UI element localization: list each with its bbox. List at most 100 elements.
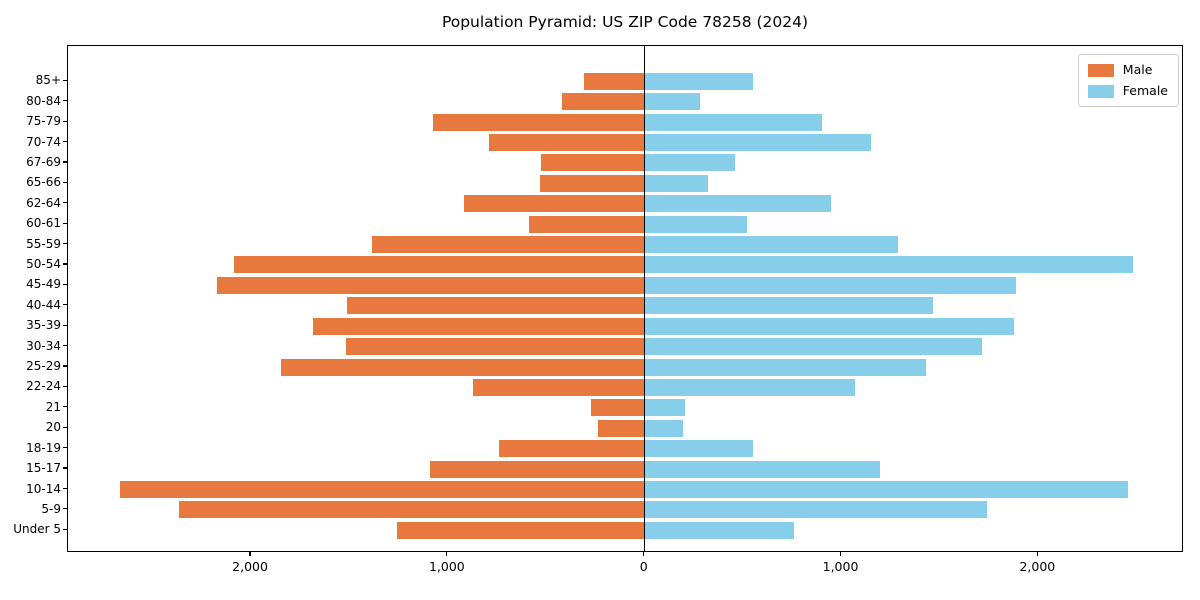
bar-male-85+ <box>583 72 644 90</box>
bar-male-30-34 <box>346 338 644 356</box>
zero-axis-line <box>643 46 645 551</box>
y-tick-label: 45-49 <box>26 277 61 292</box>
y-tick-label: Under 5 <box>13 522 61 537</box>
legend-label-female: Female <box>1122 83 1168 98</box>
legend: Male Female <box>1077 54 1179 107</box>
y-tick-mark <box>63 406 67 408</box>
y-tick-label: 50-54 <box>26 256 61 271</box>
x-tick-label: 1,000 <box>428 559 465 574</box>
y-tick-label: 67-69 <box>26 154 61 169</box>
y-tick-mark <box>63 487 67 490</box>
bar-male-15-17 <box>429 460 644 478</box>
male-color-swatch-icon <box>1087 63 1114 77</box>
y-tick-label: 20 <box>45 420 61 435</box>
bar-male-67-69 <box>541 154 644 172</box>
y-tick-mark <box>63 263 67 265</box>
bar-female-18-19 <box>643 440 753 458</box>
bar-female-5-9 <box>643 501 987 519</box>
bar-female-55-59 <box>643 236 899 254</box>
bar-male-5-9 <box>179 501 644 519</box>
y-tick-mark <box>63 426 67 428</box>
y-tick-label: 65-66 <box>26 175 61 190</box>
chart-title: Population Pyramid: US ZIP Code 78258 (2… <box>441 13 809 31</box>
x-tick-mark <box>249 552 251 556</box>
bar-female-Under 5 <box>643 521 794 539</box>
y-tick-label: 10-14 <box>26 481 61 496</box>
bar-female-67-69 <box>643 154 736 172</box>
x-tick-label: 2,000 <box>1019 559 1056 574</box>
bar-female-50-54 <box>643 256 1133 274</box>
bar-female-65-66 <box>643 174 709 192</box>
bar-female-30-34 <box>643 338 982 356</box>
x-tick-mark <box>643 552 645 556</box>
y-tick-mark <box>63 283 67 285</box>
bar-female-60-61 <box>643 215 747 233</box>
x-tick-label: 2,000 <box>232 559 268 574</box>
y-tick-mark <box>63 447 67 449</box>
bar-male-35-39 <box>312 317 644 335</box>
bar-male-75-79 <box>433 113 644 131</box>
legend-item-male: Male <box>1087 62 1168 77</box>
x-tick-label: 0 <box>639 559 648 574</box>
y-tick-mark <box>63 385 67 388</box>
y-tick-label: 62-64 <box>26 195 61 210</box>
bar-male-25-29 <box>281 358 644 376</box>
bar-female-20 <box>643 419 683 437</box>
bar-female-85+ <box>643 72 753 90</box>
y-tick-label: 80-84 <box>26 93 61 108</box>
bar-male-20 <box>598 419 644 437</box>
x-tick-label: 1,000 <box>822 559 859 574</box>
y-tick-mark <box>63 304 67 306</box>
y-tick-label: 55-59 <box>26 236 61 251</box>
y-tick-mark <box>63 324 67 326</box>
bar-female-35-39 <box>643 317 1014 335</box>
y-tick-label: 22-24 <box>26 379 61 394</box>
bar-female-22-24 <box>643 378 855 396</box>
female-color-swatch-icon <box>1087 84 1114 98</box>
bar-female-45-49 <box>643 276 1016 294</box>
legend-label-male: Male <box>1122 62 1153 77</box>
bar-male-62-64 <box>463 195 644 213</box>
bar-male-70-74 <box>489 134 644 152</box>
bar-female-80-84 <box>643 93 700 111</box>
y-tick-mark <box>63 467 67 469</box>
y-tick-mark <box>63 202 67 204</box>
bar-female-25-29 <box>643 358 926 376</box>
y-tick-mark <box>63 365 67 367</box>
bar-male-50-54 <box>234 256 644 274</box>
y-tick-mark <box>63 120 67 122</box>
bar-female-62-64 <box>643 195 832 213</box>
bar-female-70-74 <box>643 134 871 152</box>
y-tick-label: 35-39 <box>26 318 61 333</box>
y-tick-label: 60-61 <box>26 216 61 231</box>
bar-female-21 <box>643 399 685 417</box>
bar-male-60-61 <box>528 215 644 233</box>
y-tick-mark <box>63 161 67 163</box>
y-tick-mark <box>63 242 67 245</box>
y-tick-label: 40-44 <box>26 297 61 312</box>
y-tick-label: 15-17 <box>26 461 61 476</box>
bar-male-22-24 <box>472 378 644 396</box>
y-tick-label: 5-9 <box>41 501 61 516</box>
y-tick-label: 85+ <box>35 73 61 88</box>
bar-male-Under 5 <box>397 521 644 539</box>
plot-area: Male Female <box>67 45 1183 552</box>
y-tick-mark <box>63 79 67 81</box>
bar-male-18-19 <box>499 440 644 458</box>
y-tick-label: 25-29 <box>26 359 61 374</box>
y-tick-label: 30-34 <box>26 338 61 353</box>
bar-male-80-84 <box>562 93 644 111</box>
y-tick-mark <box>63 100 67 102</box>
x-tick-mark <box>839 552 842 556</box>
y-tick-label: 70-74 <box>26 134 61 149</box>
y-tick-mark <box>63 181 67 183</box>
y-tick-mark <box>63 222 67 224</box>
y-tick-label: 75-79 <box>26 114 61 129</box>
x-tick-mark <box>1036 552 1038 556</box>
bar-male-45-49 <box>217 276 644 294</box>
bar-female-10-14 <box>643 481 1128 498</box>
x-tick-mark <box>446 552 448 556</box>
legend-item-female: Female <box>1087 83 1168 98</box>
bar-female-40-44 <box>643 297 934 315</box>
